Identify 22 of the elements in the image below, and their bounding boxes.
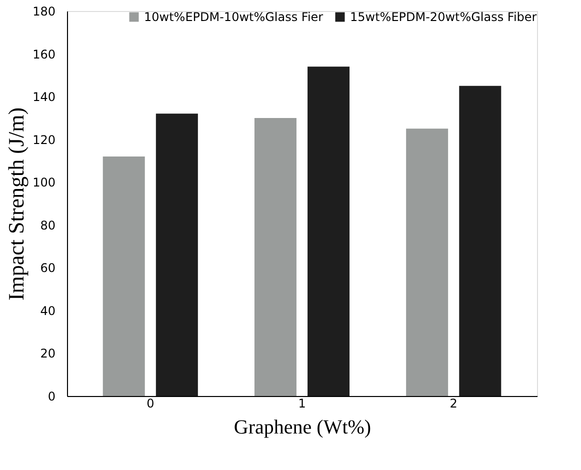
y-tick-label: 120 bbox=[32, 132, 56, 147]
y-axis-title: Impact Strength (J/m) bbox=[4, 107, 29, 301]
x-axis-title: Graphene (Wt%) bbox=[234, 416, 372, 438]
y-tick-label: 160 bbox=[32, 47, 56, 62]
x-tick-label: 0 bbox=[146, 396, 154, 410]
y-tick-label: 40 bbox=[40, 304, 56, 318]
y-tick-label: 20 bbox=[40, 346, 56, 361]
legend-label: 10wt%EPDM-10wt%Glass Fier bbox=[144, 10, 324, 24]
bar bbox=[406, 128, 448, 396]
legend-label: 15wt%EPDM-20wt%Glass Fiber bbox=[350, 10, 537, 24]
bar bbox=[254, 118, 296, 396]
y-tick-label: 100 bbox=[32, 176, 56, 190]
bar bbox=[459, 86, 502, 396]
x-tick-label: 2 bbox=[450, 396, 458, 410]
y-tick-label: 180 bbox=[32, 4, 56, 18]
bar bbox=[308, 66, 350, 396]
y-tick-label: 80 bbox=[40, 218, 56, 232]
bar bbox=[102, 156, 145, 396]
y-tick-label: 60 bbox=[40, 261, 56, 276]
x-tick-label: 1 bbox=[298, 396, 306, 410]
bar bbox=[156, 114, 198, 396]
y-tick-label: 140 bbox=[32, 90, 56, 104]
